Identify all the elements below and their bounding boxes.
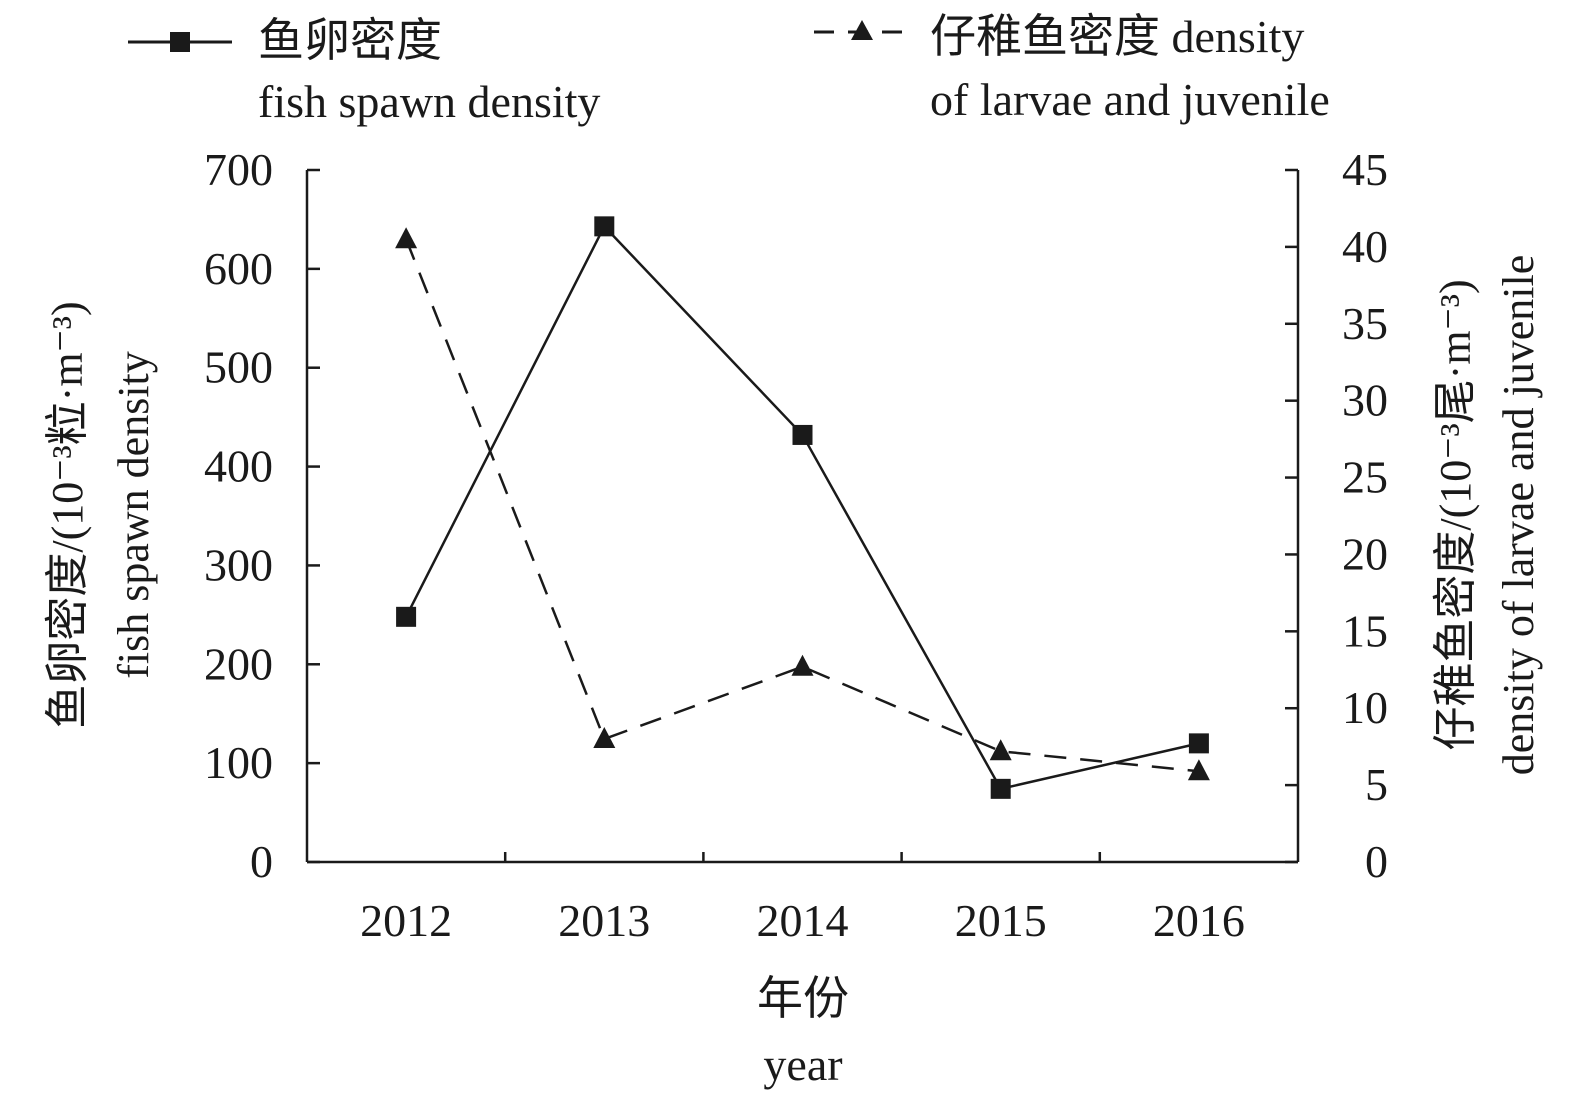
legend-label-spawn-en: fish spawn density bbox=[258, 76, 600, 127]
point-larvae-2015 bbox=[989, 739, 1012, 761]
legend-marker-square bbox=[170, 32, 190, 52]
legend-label-larvae-en: of larvae and juvenile bbox=[930, 74, 1330, 125]
y-right-tick-label: 5 bbox=[1365, 759, 1388, 810]
y-left-tick-label: 700 bbox=[204, 144, 273, 195]
x-tick-label: 2014 bbox=[757, 895, 849, 946]
legend-item-larvae: 仔稚鱼密度 density of larvae and juvenile bbox=[814, 11, 1330, 125]
point-larvae-2016 bbox=[1187, 759, 1210, 781]
y-left-tick-label: 500 bbox=[204, 342, 273, 393]
y-right-tick-label: 35 bbox=[1342, 298, 1388, 349]
y-left-tick-label: 300 bbox=[204, 539, 273, 590]
series-line-fish-spawn bbox=[404, 224, 1200, 791]
x-tick-label: 2016 bbox=[1153, 895, 1245, 946]
y-axis-right-title-en: density of larvae and juvenile bbox=[1494, 255, 1543, 775]
y-right-tick-label: 10 bbox=[1342, 682, 1388, 733]
x-tick-label: 2012 bbox=[360, 895, 452, 946]
ticks: 0 100 200 300 400 500 600 700 0 5 10 15 20 25 30 35 40 45… bbox=[204, 144, 1388, 946]
x-axis-title-en: year bbox=[763, 1039, 842, 1090]
y-left-tick-label: 0 bbox=[250, 836, 273, 887]
axes bbox=[305, 170, 1300, 864]
legend-item-fish-spawn: 鱼卵密度 fish spawn density bbox=[128, 15, 600, 127]
legend-marker-triangle bbox=[851, 20, 873, 40]
y-axis-right-title: 仔稚鱼密度/(10⁻³尾·m⁻³) density of larvae and … bbox=[1431, 255, 1543, 775]
point-fish-spawn-2015 bbox=[990, 778, 1011, 799]
y-right-tick-label: 25 bbox=[1342, 452, 1388, 503]
x-axis-title: 年份 year bbox=[757, 973, 849, 1090]
legend-label-larvae-cn: 仔稚鱼密度 density bbox=[930, 11, 1304, 62]
x-tick-label: 2015 bbox=[955, 895, 1047, 946]
y-right-tick-label: 30 bbox=[1342, 375, 1388, 426]
y-right-tick-label: 45 bbox=[1342, 144, 1388, 195]
y-axis-left-title-en: fish spawn density bbox=[109, 351, 158, 679]
point-fish-spawn-2013 bbox=[594, 216, 615, 237]
point-fish-spawn-2012 bbox=[396, 606, 417, 627]
marks bbox=[395, 216, 1210, 799]
y-axis-left-title: 鱼卵密度/(10⁻³粒·m⁻³) fish spawn density bbox=[43, 301, 158, 728]
y-axis-left-title-cn: 鱼卵密度/(10⁻³粒·m⁻³) bbox=[43, 301, 92, 728]
point-larvae-2014 bbox=[791, 654, 814, 676]
x-tick-label: 2013 bbox=[558, 895, 650, 946]
point-larvae-2013 bbox=[593, 726, 616, 748]
y-right-tick-label: 40 bbox=[1342, 221, 1388, 272]
point-larvae-2012 bbox=[395, 227, 418, 249]
legend-label-spawn-cn: 鱼卵密度 bbox=[258, 15, 442, 66]
x-axis-title-cn: 年份 bbox=[757, 973, 849, 1024]
y-left-tick-label: 200 bbox=[204, 638, 273, 689]
y-right-tick-label: 15 bbox=[1342, 605, 1388, 656]
y-left-tick-label: 100 bbox=[204, 737, 273, 788]
point-fish-spawn-2016 bbox=[1188, 733, 1209, 754]
series-line-larvae bbox=[404, 238, 1200, 773]
y-axis-right-title-cn: 仔稚鱼密度/(10⁻³尾·m⁻³) bbox=[1431, 279, 1480, 750]
y-left-tick-label: 400 bbox=[204, 441, 273, 492]
point-fish-spawn-2014 bbox=[792, 424, 813, 445]
y-left-tick-label: 600 bbox=[204, 243, 273, 294]
y-right-tick-label: 0 bbox=[1365, 836, 1388, 887]
y-right-tick-label: 20 bbox=[1342, 528, 1388, 579]
legend: 鱼卵密度 fish spawn density 仔稚鱼密度 density of… bbox=[128, 11, 1330, 127]
